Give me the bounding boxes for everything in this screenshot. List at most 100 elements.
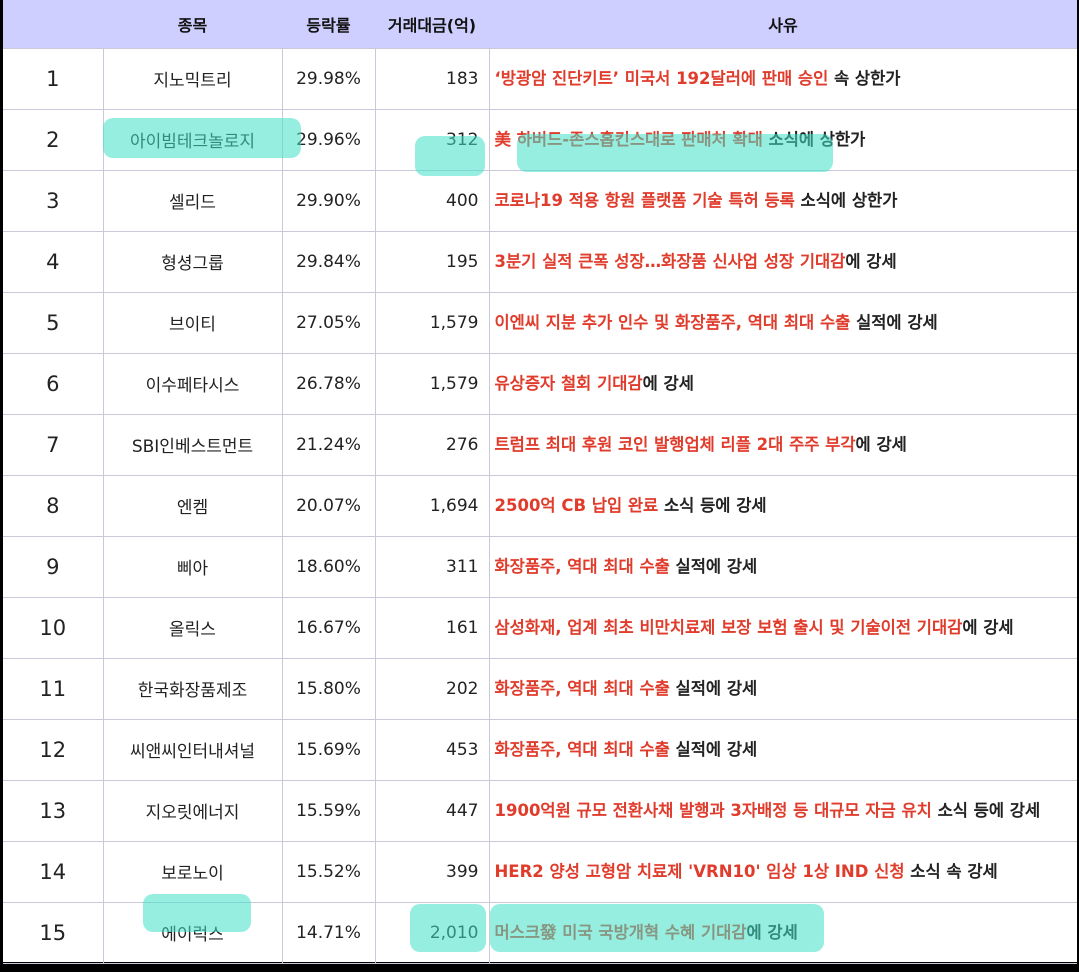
header-volume: 거래대금(억): [375, 0, 489, 48]
reason-plain-text: 실적에 강세: [669, 678, 758, 698]
trade-volume-cell: 312: [374, 108, 490, 171]
rank-cell: 4: [3, 230, 104, 293]
header-rate: 등락률: [282, 0, 375, 48]
stock-name-cell: 셀리드: [102, 169, 283, 232]
reason-cell: 화장품주, 역대 최대 수출 실적에 강세: [488, 718, 1077, 781]
rank-cell: 10: [3, 596, 104, 659]
stock-name-cell: 올릭스: [102, 596, 283, 659]
table-row: 2 아이빔테크놀로지 29.96% 312 美 하버드-존스홉킨스대로 판매처 확대 소…: [3, 108, 1077, 171]
reason-cell: 코로나19 적용 항원 플랫폼 기술 특허 등록 소식에 상한가: [488, 169, 1077, 232]
stock-name-cell: 에이럭스: [102, 901, 283, 964]
rank-cell: 15: [3, 901, 104, 964]
table-row: 8 엔켐 20.07% 1,694 2500억 CB 납입 완료 소식 등에 강세: [3, 474, 1077, 537]
stock-table: 종목 등락률 거래대금(억) 사유 1 지노믹트리 29.98% 183 ‘방광암 진단…: [3, 0, 1077, 964]
stock-name-cell: 보로노이: [102, 840, 283, 903]
reason-highlight-text: 삼성화재, 업계 최초 비만치료제 보장 보험 출시 및 기술이전 기대감: [494, 617, 963, 637]
table-row: 15 에이럭스 14.71% 2,010 머스크發 미국 국방개혁 수혜 기대감에 강세: [3, 901, 1077, 964]
reason-cell: 1900억원 규모 전환사채 발행과 3자배정 등 대규모 자금 유치 소식 등…: [488, 779, 1077, 842]
trade-volume-cell: 399: [374, 840, 490, 903]
reason-highlight-text: 유상증자 철회 기대감: [494, 373, 643, 393]
reason-cell: 美 하버드-존스홉킨스대로 판매처 확대 소식에 상한가: [488, 108, 1077, 171]
stock-name-cell: SBI인베스트먼트: [102, 413, 283, 476]
trade-volume-cell: 1,579: [374, 291, 490, 354]
reason-highlight-text: 화장품주, 역대 최대 수출: [494, 556, 670, 576]
trade-volume-cell: 1,694: [374, 474, 490, 537]
reason-highlight-text: 트럼프 최대 후원 코인 발행업체 리플 2대 주주 부각: [494, 434, 856, 454]
reason-highlight-text: ‘방광암 진단키트’ 미국서 192달러에 판매 승인: [494, 68, 829, 88]
change-rate-cell: 29.96%: [281, 108, 376, 171]
table-row: 13 지오릿에너지 15.59% 447 1900억원 규모 전환사채 발행과 3자배정…: [3, 779, 1077, 842]
trade-volume-cell: 161: [374, 596, 490, 659]
rank-cell: 3: [3, 169, 104, 232]
trade-volume-cell: 276: [374, 413, 490, 476]
trade-volume-cell: 447: [374, 779, 490, 842]
reason-plain-text: 실적에 강세: [669, 739, 758, 759]
trade-volume-cell: 183: [374, 47, 490, 110]
table-row: 14 보로노이 15.52% 399 HER2 양성 고형암 치료제 'VRN10' 임…: [3, 840, 1077, 903]
reason-plain-text: 에 강세: [642, 373, 694, 393]
stock-name-cell: 지노믹트리: [102, 47, 283, 110]
table-row: 3 셀리드 29.90% 400 코로나19 적용 항원 플랫폼 기술 특허 등록 소식…: [3, 169, 1077, 232]
table-row: 7 SBI인베스트먼트 21.24% 276 트럼프 최대 후원 코인 발행업체 리플 …: [3, 413, 1077, 476]
trade-volume-cell: 1,579: [374, 352, 490, 415]
change-rate-cell: 15.59%: [281, 779, 376, 842]
change-rate-cell: 27.05%: [281, 291, 376, 354]
stock-name-cell: 아이빔테크놀로지: [102, 108, 283, 171]
reason-cell: 유상증자 철회 기대감에 강세: [488, 352, 1077, 415]
stock-name-cell: 브이티: [102, 291, 283, 354]
table-row: 5 브이티 27.05% 1,579 이엔씨 지분 추가 인수 및 화장품주, 역대 최…: [3, 291, 1077, 354]
reason-plain-text: 소식에 상한가: [794, 190, 898, 210]
stock-name-cell: 지오릿에너지: [102, 779, 283, 842]
reason-cell: 화장품주, 역대 최대 수출 실적에 강세: [488, 535, 1077, 598]
table-row: 6 이수페타시스 26.78% 1,579 유상증자 철회 기대감에 강세: [3, 352, 1077, 415]
rank-cell: 12: [3, 718, 104, 781]
table-row: 1 지노믹트리 29.98% 183 ‘방광암 진단키트’ 미국서 192달러에 판매 …: [3, 47, 1077, 110]
rank-cell: 2: [3, 108, 104, 171]
trade-volume-cell: 195: [374, 230, 490, 293]
change-rate-cell: 29.98%: [281, 47, 376, 110]
reason-highlight-text: 3분기 실적 큰폭 성장…화장품 신사업 성장 기대감: [494, 251, 846, 271]
reason-plain-text: 소식 등에 강세: [658, 495, 767, 515]
table-row: 9 삐아 18.60% 311 화장품주, 역대 최대 수출 실적에 강세: [3, 535, 1077, 598]
reason-highlight-text: 화장품주, 역대 최대 수출: [494, 678, 670, 698]
reason-cell: 삼성화재, 업계 최초 비만치료제 보장 보험 출시 및 기술이전 기대감에 강…: [488, 596, 1077, 659]
header-rank: [3, 0, 103, 48]
reason-cell: HER2 양성 고형암 치료제 'VRN10' 임상 1상 IND 신청 소식 …: [488, 840, 1077, 903]
stock-name-cell: 형셩그룹: [102, 230, 283, 293]
table-header-row: 종목 등락률 거래대금(억) 사유: [3, 0, 1077, 48]
stock-table-sheet: 종목 등락률 거래대금(억) 사유 1 지노믹트리 29.98% 183 ‘방광암 진단…: [3, 0, 1077, 964]
trade-volume-cell: 2,010: [374, 901, 490, 964]
change-rate-cell: 14.71%: [281, 901, 376, 964]
reason-plain-text: 소식에 상한가: [762, 129, 866, 149]
reason-highlight-text: 美 하버드-존스홉킨스대로 판매처 확대: [494, 129, 763, 149]
reason-highlight-text: 화장품주, 역대 최대 수출: [494, 739, 670, 759]
trade-volume-cell: 453: [374, 718, 490, 781]
reason-cell: 이엔씨 지분 추가 인수 및 화장품주, 역대 최대 수출 실적에 강세: [488, 291, 1077, 354]
reason-plain-text: 에 강세: [845, 251, 897, 271]
header-name: 종목: [103, 0, 282, 48]
rank-cell: 13: [3, 779, 104, 842]
change-rate-cell: 21.24%: [281, 413, 376, 476]
rank-cell: 11: [3, 657, 104, 720]
reason-plain-text: 에 강세: [746, 922, 798, 942]
rank-cell: 9: [3, 535, 104, 598]
trade-volume-cell: 400: [374, 169, 490, 232]
change-rate-cell: 15.69%: [281, 718, 376, 781]
reason-cell: 머스크發 미국 국방개혁 수혜 기대감에 강세: [488, 901, 1077, 964]
change-rate-cell: 29.84%: [281, 230, 376, 293]
change-rate-cell: 26.78%: [281, 352, 376, 415]
change-rate-cell: 18.60%: [281, 535, 376, 598]
reason-plain-text: 소식 등에 강세: [931, 800, 1041, 820]
rank-cell: 14: [3, 840, 104, 903]
reason-plain-text: 에 강세: [855, 434, 907, 454]
reason-highlight-text: 1900억원 규모 전환사채 발행과 3자배정 등 대규모 자금 유치: [494, 800, 932, 820]
reason-plain-text: 소식 속 강세: [904, 861, 998, 881]
table-row: 12 씨앤씨인터내셔널 15.69% 453 화장품주, 역대 최대 수출 실적에 강세: [3, 718, 1077, 781]
change-rate-cell: 20.07%: [281, 474, 376, 537]
rank-cell: 7: [3, 413, 104, 476]
stock-name-cell: 엔켐: [102, 474, 283, 537]
change-rate-cell: 15.80%: [281, 657, 376, 720]
reason-highlight-text: 2500억 CB 납입 완료: [494, 495, 659, 515]
reason-cell: 2500억 CB 납입 완료 소식 등에 강세: [488, 474, 1077, 537]
stock-name-cell: 이수페타시스: [102, 352, 283, 415]
